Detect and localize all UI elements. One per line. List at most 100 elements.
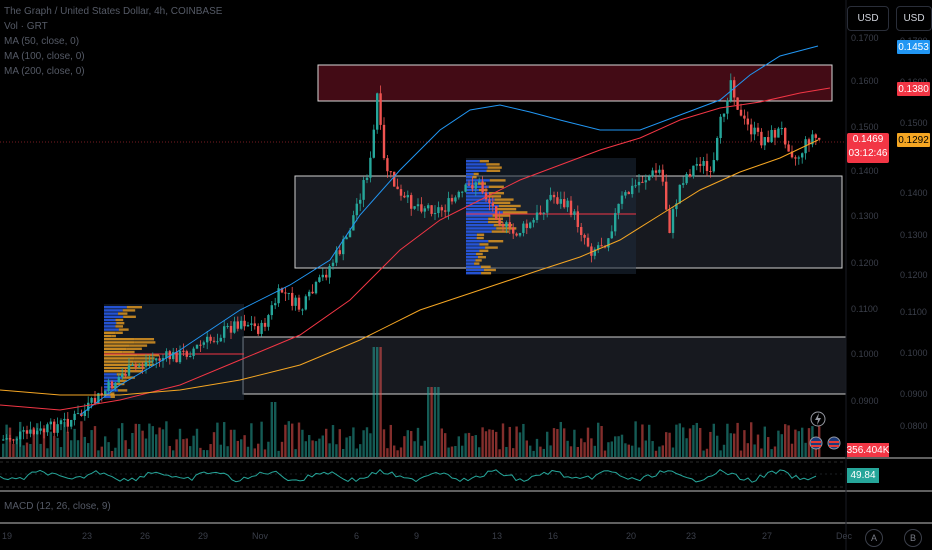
candle-body [675, 203, 678, 210]
candle-body [117, 377, 120, 383]
volume-bar [590, 438, 593, 457]
lightning-icon[interactable] [810, 411, 826, 427]
volume-bar [379, 347, 382, 457]
candle-body [250, 323, 253, 325]
candle-body [199, 344, 202, 346]
volume-bar [304, 441, 307, 457]
volume-bar [260, 421, 263, 457]
volume-bar [182, 439, 185, 457]
time-axis-label: 16 [548, 531, 559, 541]
volume-bar [87, 443, 90, 457]
volume-profile-bar [466, 217, 489, 220]
candle-body [542, 212, 545, 214]
volume-bar [474, 435, 477, 457]
volume-profile-bar [479, 243, 489, 246]
volume-bar [675, 424, 678, 457]
price-axis-label: 0.1000 [900, 348, 928, 358]
volume-bar [117, 428, 120, 457]
volume-bar [192, 435, 195, 457]
volume-profile-bar [104, 357, 135, 360]
volume-bar [525, 440, 528, 457]
candle-body [549, 194, 552, 200]
volume-profile-bar [479, 160, 489, 163]
candle-body [427, 205, 430, 209]
candle-body [294, 297, 297, 306]
volume-bar [583, 442, 586, 457]
volume-bar [518, 432, 522, 457]
candle-body [32, 429, 35, 435]
volume-bar [301, 429, 304, 457]
candle-body [141, 366, 144, 368]
volume-bar [124, 440, 127, 457]
candle-body [797, 157, 800, 159]
candle-body [593, 249, 596, 256]
candle-body [304, 296, 307, 310]
candle-body [532, 219, 535, 223]
candle-body [151, 360, 154, 362]
volume-bar [580, 438, 583, 457]
volume-bar [263, 449, 267, 457]
flag-us-icon[interactable] [827, 436, 841, 450]
price-axis-label: 0.1700 [851, 33, 879, 43]
volume-profile-bar [488, 192, 505, 195]
volume-profile-bar [492, 201, 511, 204]
candle-body [464, 184, 467, 192]
volume-bar [90, 430, 93, 457]
candle-body [365, 177, 369, 181]
candle-body [403, 195, 406, 198]
volume-bar [807, 428, 811, 457]
volume-profile-bar [116, 382, 125, 386]
candle-body [297, 297, 301, 310]
ma100-legend: MA (100, close, 0) [4, 51, 85, 62]
volume-bar [66, 431, 69, 457]
volume-bar [5, 424, 8, 457]
volume-profile-bar [104, 376, 123, 379]
last-price-value: 0.1469 [852, 134, 884, 145]
candle-body [42, 428, 46, 433]
volume-bar [185, 438, 188, 457]
candle-body [610, 231, 613, 239]
price-axis-label: 0.1300 [851, 211, 879, 221]
volume-bar [542, 448, 545, 457]
candle-body [253, 323, 256, 327]
candle-body [546, 199, 549, 213]
candle-body [529, 222, 532, 228]
candle-body [291, 292, 294, 306]
volume-bar [212, 432, 216, 457]
volume-bar [195, 428, 199, 457]
volume-bar [705, 448, 709, 457]
volume-bar [318, 438, 321, 457]
volume-profile-bar [466, 252, 477, 256]
volume-bar [495, 431, 498, 457]
volume-profile-bar [466, 227, 497, 230]
volume-bar [729, 433, 732, 457]
currency-button-outer[interactable]: USD [896, 6, 932, 31]
volume-bar [308, 435, 311, 457]
candle-body [753, 127, 756, 135]
volume-bar [644, 440, 647, 457]
volume-bar [794, 429, 797, 457]
volume-bar [763, 426, 766, 457]
volume-profile-bar [137, 354, 160, 357]
candle-body [760, 131, 763, 146]
candle-body [641, 181, 644, 183]
volume-bar [246, 446, 250, 457]
volume-profile-bar [485, 246, 498, 249]
volume-bar [382, 429, 386, 457]
flag-us-icon[interactable] [809, 436, 823, 450]
volume-bar [12, 443, 15, 457]
currency-button-inner[interactable]: USD [847, 6, 889, 31]
volume-bar [454, 446, 457, 457]
candle-body [202, 342, 205, 345]
auto-scale-button[interactable]: A [865, 529, 883, 547]
volume-bar [505, 446, 508, 457]
candle-body [665, 181, 668, 210]
volume-bar [233, 429, 236, 457]
volume-profile-bar [466, 182, 478, 185]
candle-body [773, 129, 777, 138]
volume-profile-bar [104, 347, 127, 350]
volume-bar [498, 449, 501, 457]
volume-bar [515, 426, 518, 457]
log-scale-button[interactable]: B [904, 529, 922, 547]
